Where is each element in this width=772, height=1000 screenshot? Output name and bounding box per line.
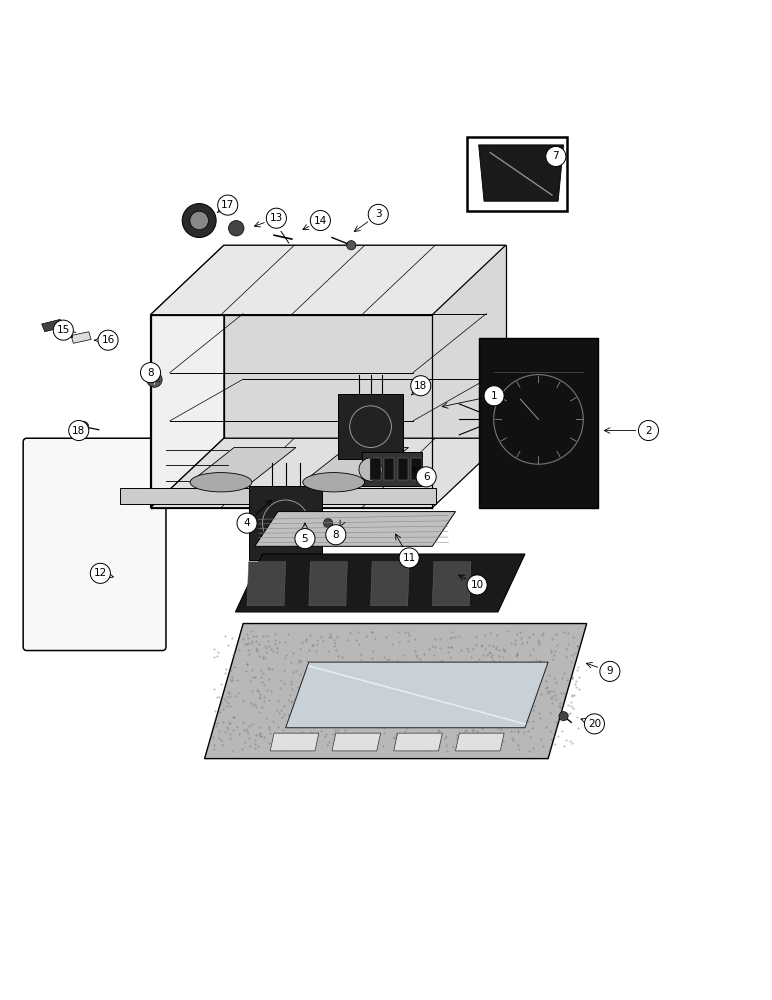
- Text: 18: 18: [72, 426, 86, 436]
- Text: 5: 5: [302, 534, 308, 544]
- Text: 15: 15: [56, 325, 70, 335]
- Circle shape: [190, 211, 208, 230]
- Polygon shape: [370, 458, 381, 480]
- Polygon shape: [384, 458, 394, 480]
- Polygon shape: [394, 733, 442, 751]
- Polygon shape: [303, 448, 408, 482]
- Circle shape: [229, 221, 244, 236]
- Circle shape: [347, 241, 356, 250]
- Polygon shape: [286, 662, 548, 728]
- Polygon shape: [432, 562, 471, 606]
- Text: 7: 7: [553, 151, 559, 161]
- Circle shape: [416, 467, 436, 487]
- Circle shape: [584, 714, 604, 734]
- Ellipse shape: [190, 473, 252, 492]
- Polygon shape: [332, 733, 381, 751]
- Text: 18: 18: [414, 381, 428, 391]
- Circle shape: [484, 386, 504, 406]
- Circle shape: [326, 525, 346, 545]
- Polygon shape: [362, 452, 422, 486]
- Circle shape: [600, 661, 620, 681]
- Circle shape: [638, 420, 659, 441]
- Polygon shape: [151, 245, 506, 315]
- Circle shape: [53, 320, 73, 340]
- Circle shape: [310, 211, 330, 231]
- Text: 17: 17: [221, 200, 235, 210]
- Polygon shape: [455, 733, 504, 751]
- Polygon shape: [255, 512, 455, 546]
- Text: 6: 6: [423, 472, 429, 482]
- Circle shape: [266, 208, 286, 228]
- Circle shape: [272, 558, 300, 585]
- Polygon shape: [151, 245, 224, 508]
- Polygon shape: [235, 554, 525, 612]
- Text: 8: 8: [333, 530, 339, 540]
- Text: 9: 9: [607, 666, 613, 676]
- Text: 11: 11: [402, 553, 416, 563]
- Circle shape: [90, 563, 110, 583]
- Polygon shape: [467, 137, 567, 211]
- Circle shape: [237, 513, 257, 533]
- FancyBboxPatch shape: [23, 438, 166, 651]
- Text: 14: 14: [313, 216, 327, 226]
- Polygon shape: [42, 319, 63, 332]
- Polygon shape: [398, 458, 408, 480]
- Polygon shape: [249, 486, 322, 560]
- Text: 16: 16: [101, 335, 115, 345]
- Polygon shape: [120, 488, 436, 504]
- Circle shape: [69, 420, 89, 441]
- Polygon shape: [479, 338, 598, 508]
- Circle shape: [78, 421, 89, 432]
- Circle shape: [359, 458, 382, 481]
- Text: 20: 20: [587, 719, 601, 729]
- Text: 1: 1: [491, 391, 497, 401]
- Polygon shape: [479, 145, 564, 201]
- Circle shape: [368, 204, 388, 224]
- Text: 4: 4: [244, 518, 250, 528]
- Polygon shape: [224, 245, 506, 438]
- Circle shape: [411, 376, 431, 396]
- Circle shape: [218, 195, 238, 215]
- Circle shape: [399, 548, 419, 568]
- Circle shape: [546, 146, 566, 166]
- Text: 12: 12: [93, 568, 107, 578]
- Circle shape: [147, 372, 162, 387]
- Circle shape: [141, 363, 161, 383]
- Text: 13: 13: [269, 213, 283, 223]
- Polygon shape: [205, 624, 587, 759]
- Polygon shape: [151, 438, 506, 508]
- Polygon shape: [71, 332, 91, 343]
- Polygon shape: [411, 458, 422, 480]
- Circle shape: [467, 575, 487, 595]
- Text: 2: 2: [645, 426, 652, 436]
- Polygon shape: [247, 562, 286, 606]
- Circle shape: [98, 330, 118, 350]
- Polygon shape: [270, 733, 319, 751]
- Polygon shape: [309, 562, 347, 606]
- Polygon shape: [190, 448, 296, 482]
- Text: 8: 8: [147, 368, 154, 378]
- Polygon shape: [371, 562, 409, 606]
- Ellipse shape: [303, 473, 364, 492]
- Text: 3: 3: [375, 209, 381, 219]
- Circle shape: [182, 204, 216, 238]
- Text: 10: 10: [470, 580, 484, 590]
- Polygon shape: [337, 394, 403, 459]
- Circle shape: [295, 529, 315, 549]
- Circle shape: [559, 712, 568, 721]
- Circle shape: [323, 519, 333, 528]
